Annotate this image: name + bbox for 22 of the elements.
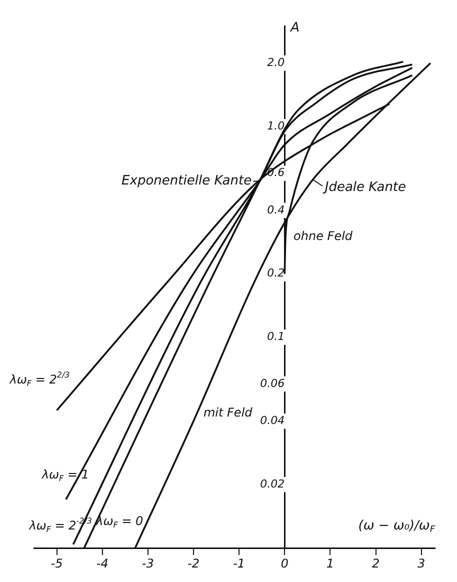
y-tick-label: 0.1: [267, 330, 285, 344]
y-tick-label: 0.4: [267, 203, 285, 216]
annotation: Jdeale Kante: [322, 180, 406, 195]
x-tick-label: -4: [96, 556, 108, 570]
y-tick-label: 0.06: [260, 376, 285, 390]
x-tick-label: 2: [372, 556, 380, 570]
x-tick-label: 3: [418, 556, 426, 570]
y-tick-label: 0.2: [267, 266, 285, 280]
y-tick-label: 2.0: [267, 56, 285, 69]
x-tick-label: -1: [233, 556, 246, 570]
y-tick-label: 1.0: [267, 119, 285, 132]
x-tick-label: -3: [142, 556, 154, 570]
y-tick-label: 0.04: [260, 414, 285, 427]
x-tick-label: 0: [280, 556, 289, 570]
series-label: mit Feld: [203, 405, 253, 420]
x-tick-label: -5: [50, 556, 63, 570]
x-tick-label: -2: [188, 556, 200, 570]
annotation: Exponentielle Kante: [122, 174, 252, 189]
y-tick-label: 0.02: [260, 477, 285, 490]
y-axis-title: A: [290, 20, 300, 36]
series-label: ohne Feld: [294, 228, 353, 243]
x-tick-label: 1: [326, 556, 334, 570]
